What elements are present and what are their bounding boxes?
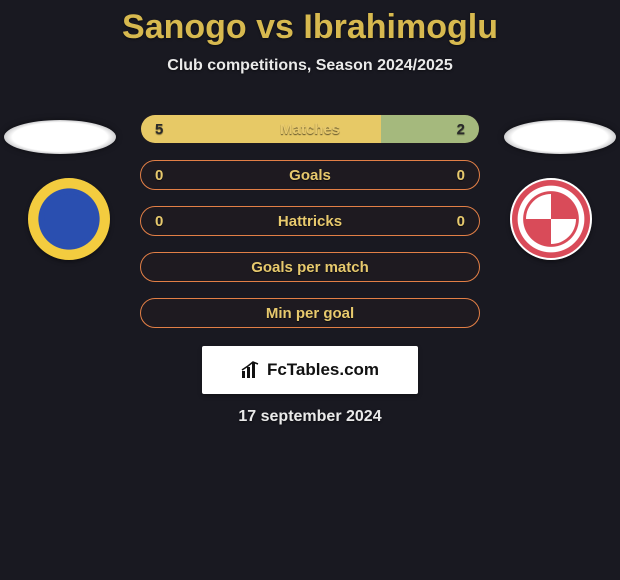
bar-value-right: 0 (443, 207, 479, 235)
bar-row: Goals per match (140, 252, 480, 282)
brand-box: FcTables.com (202, 346, 418, 394)
bar-row: Matches5 2 (140, 114, 480, 144)
footer-date: 17 september 2024 (0, 408, 620, 426)
bar-row: Hattricks0 0 (140, 206, 480, 236)
bar-label: Goals per match (141, 253, 479, 281)
bar-row: Goals0 0 (140, 160, 480, 190)
player-left-marker (4, 120, 116, 154)
team-crest-right-inner (526, 194, 576, 244)
bar-label: Goals (141, 161, 479, 189)
bar-chart-icon (241, 361, 261, 379)
page-subtitle: Club competitions, Season 2024/2025 (0, 57, 620, 75)
bar-label: Matches (141, 115, 479, 143)
bar-value-right: 2 (443, 115, 479, 143)
comparison-chart: Matches52Goals00Hattricks00Goals per mat… (0, 104, 620, 344)
team-crest-left (28, 178, 110, 260)
bar-label: Hattricks (141, 207, 479, 235)
bar-value-right: 0 (443, 161, 479, 189)
bar-rows-container: Matches52Goals00Hattricks00Goals per mat… (140, 114, 480, 344)
player-right-marker (504, 120, 616, 154)
bar-value-left: 0 (141, 207, 177, 235)
bar-label: Min per goal (141, 299, 479, 327)
bar-row: Min per goal (140, 298, 480, 328)
bar-value-left: 0 (141, 161, 177, 189)
bar-value-left: 5 (141, 115, 177, 143)
team-crest-right (510, 178, 592, 260)
brand-label: FcTables.com (267, 360, 379, 380)
team-crest-left-inner (44, 194, 94, 244)
page-title: Sanogo vs Ibrahimoglu (0, 0, 620, 47)
